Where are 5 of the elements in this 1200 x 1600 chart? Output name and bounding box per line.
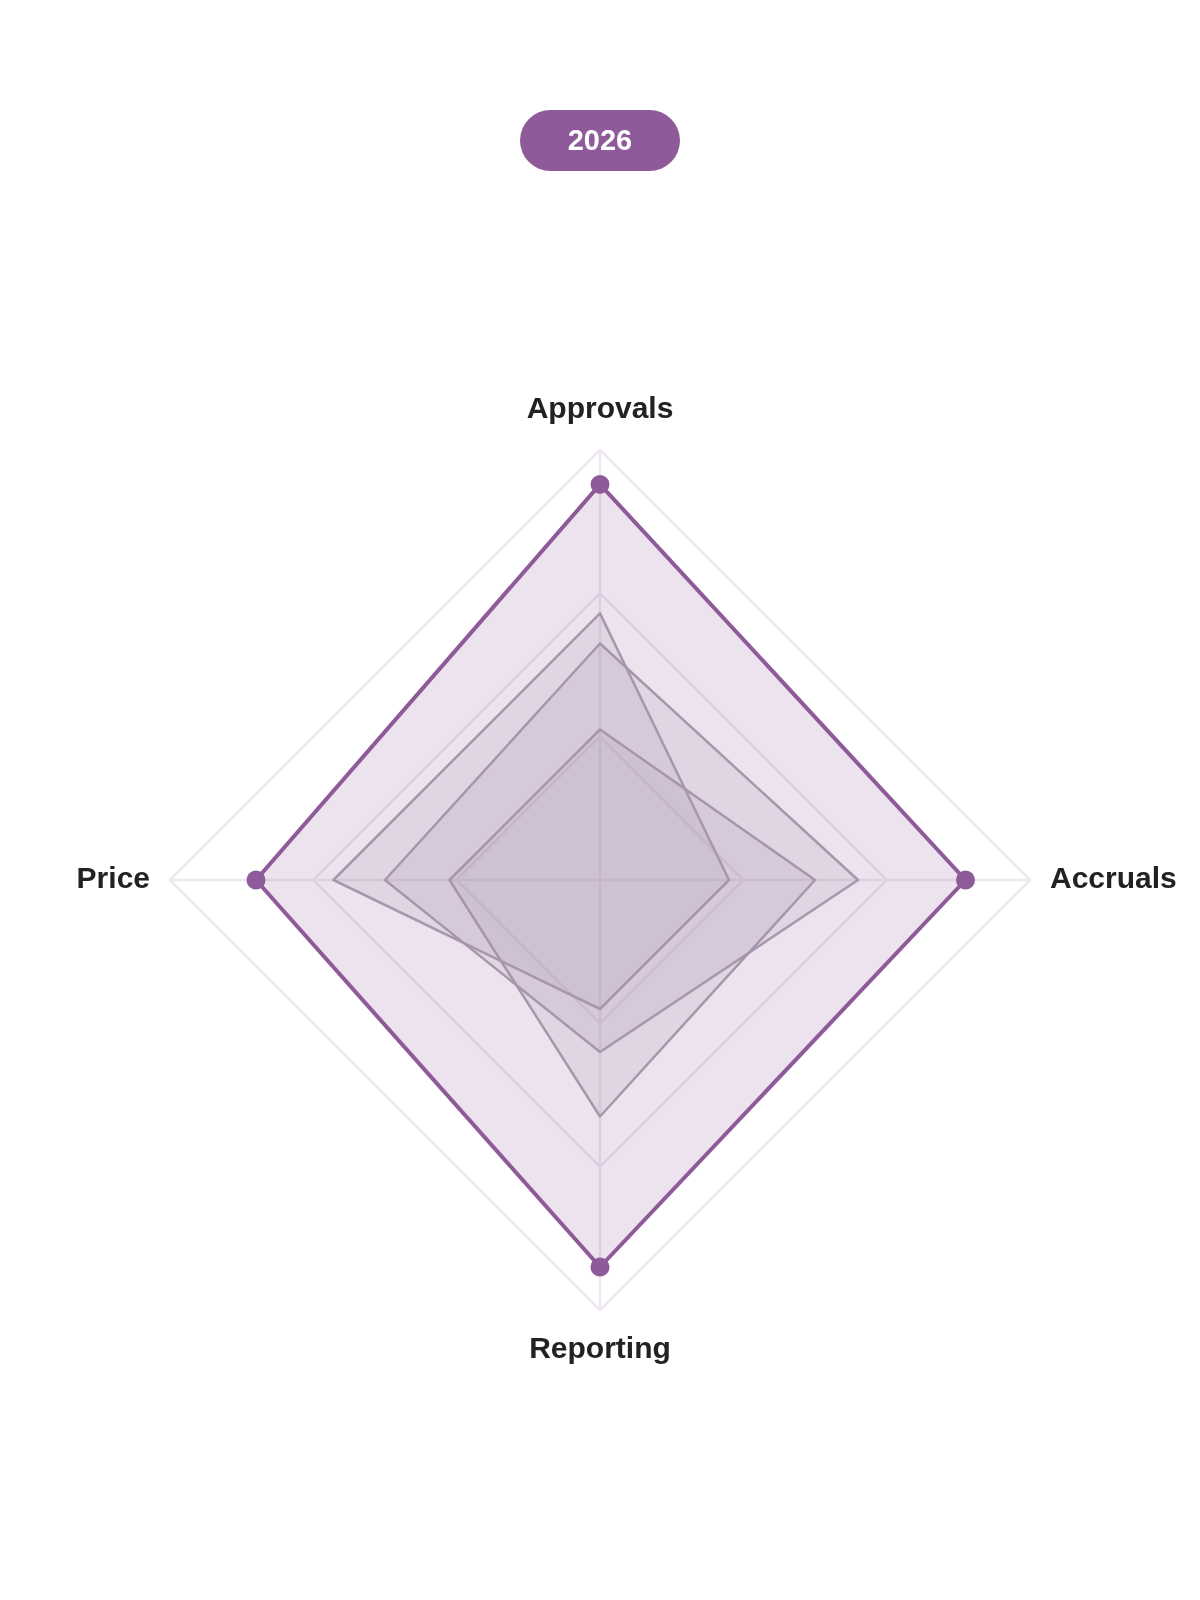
spoke-label: Price xyxy=(76,861,150,895)
spoke-label: Approvals xyxy=(526,391,674,425)
spoke-label: Accruals xyxy=(1050,861,1177,895)
chart-title: 2026 xyxy=(520,110,680,171)
spoke-label: Reporting xyxy=(529,1331,671,1365)
